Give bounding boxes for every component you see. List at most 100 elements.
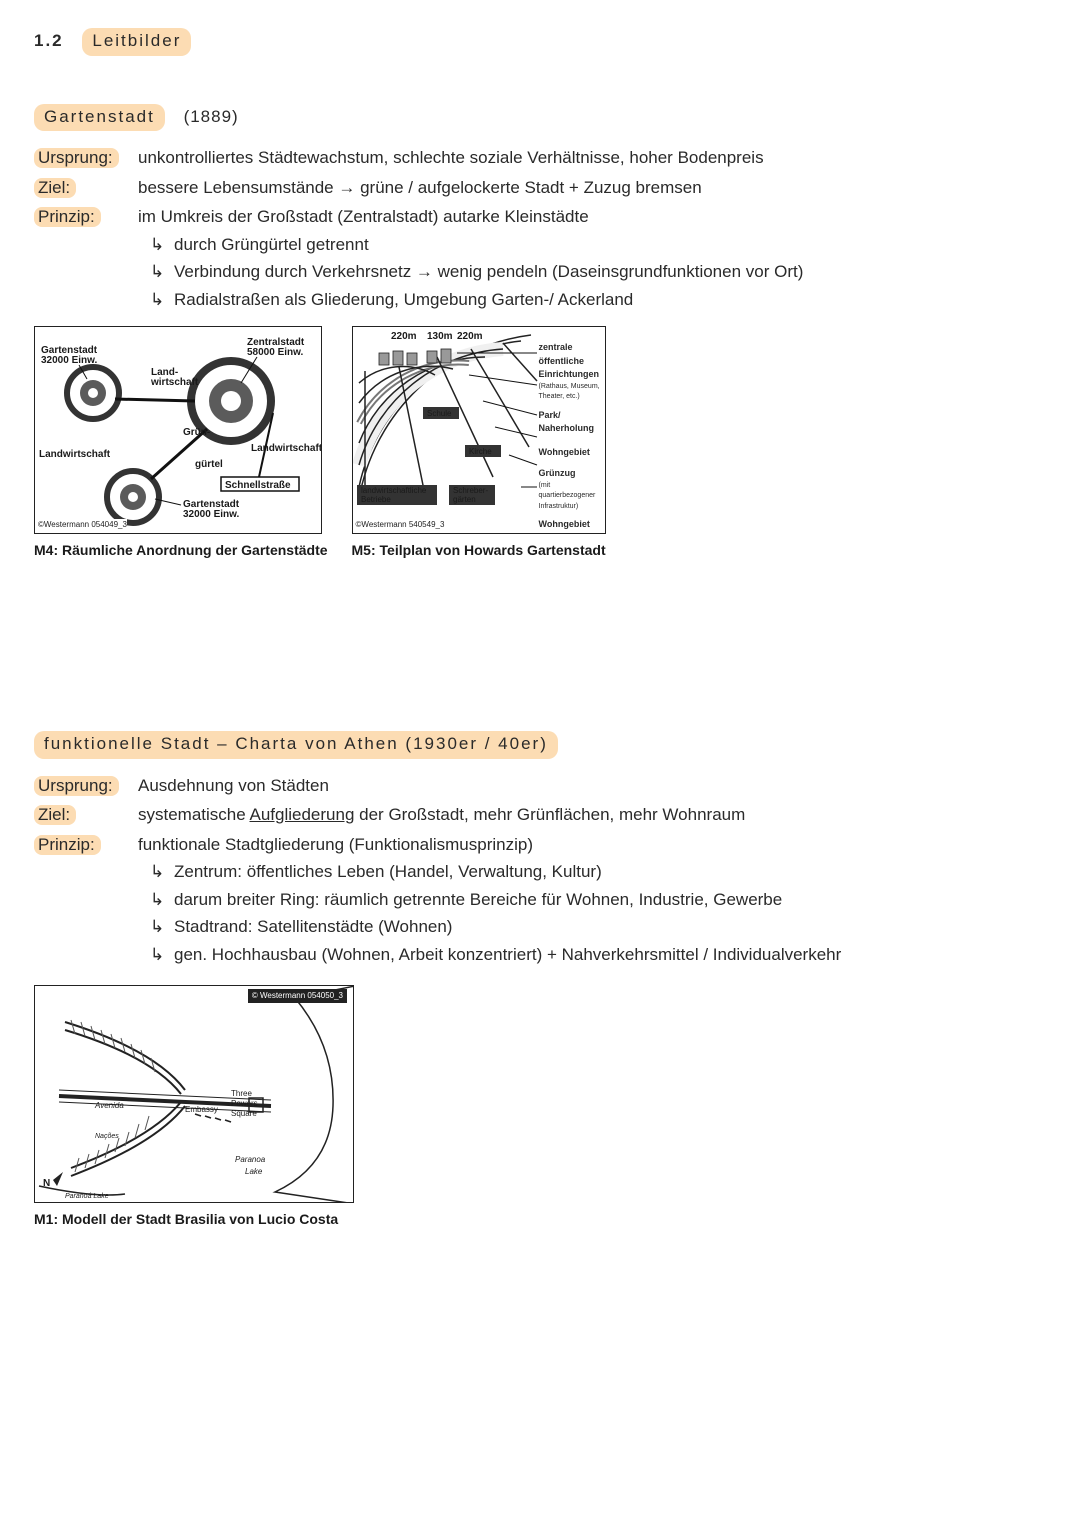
topic1-year: (1889) [184, 107, 239, 126]
m4-label: Landwirtschaft [39, 449, 111, 460]
section-title: Leitbilder [82, 28, 191, 56]
m1-label: Nações [95, 1133, 119, 1140]
legend-item: Grünzug [539, 467, 601, 481]
topic1-prinzip: im Umkreis der Großstadt (Zentralstadt) … [138, 204, 1046, 230]
topic1-bullet-text: Radialstraßen als Gliederung, Umgebung G… [174, 287, 1046, 313]
legend-item: Park/ [539, 409, 601, 423]
copyright-text: ©Westermann 540549_3 [356, 519, 445, 531]
topic1-bullet: ↳ Radialstraßen als Gliederung, Umgebung… [34, 287, 1046, 313]
topic2-heading: funktionelle Stadt – Charta von Athen (1… [34, 731, 558, 759]
m5-dim: 220m [457, 331, 483, 342]
m1-label: Lake [245, 1167, 263, 1176]
section-number: 1.2 [34, 31, 64, 50]
m1-label: Embassy [185, 1105, 218, 1114]
topic1-bullet-text: Verbindung durch Verkehrsnetz → wenig pe… [174, 259, 1046, 285]
arrow-icon: ↳ [150, 287, 174, 313]
figure-m4-box: Schnellstraße Zentralstadt 58000 Einw. G… [34, 326, 322, 534]
arrow-icon: ↳ [150, 859, 174, 885]
topic2-bullet: ↳ darum breiter Ring: räumlich getrennte… [34, 887, 1046, 913]
m5-label: Schreber- [453, 486, 488, 495]
figure-m1-box: © Westermann 054050_3 [34, 985, 354, 1203]
section-header: 1.2 Leitbilder [34, 28, 1046, 56]
arrow-icon: ↳ [150, 259, 174, 285]
m5-dim: 130m [427, 331, 453, 342]
topic2-bullet-text: gen. Hochhausbau (Wohnen, Arbeit konzent… [174, 942, 1046, 968]
topic1-bullet: ↳ Verbindung durch Verkehrsnetz → wenig … [34, 259, 1046, 285]
topic2-figure: © Westermann 054050_3 [34, 985, 1046, 1230]
m4-label: Landwirtschaft [251, 443, 322, 454]
figure-m1: © Westermann 054050_3 [34, 985, 1046, 1230]
legend-sub: (mit quartierbezogener Infrastruktur) [539, 481, 601, 513]
topic2-heading-row: funktionelle Stadt – Charta von Athen (1… [34, 731, 1046, 759]
m5-dim: 220m [391, 331, 417, 342]
m5-legend: zentrale öffentliche Einrichtungen (Rath… [539, 341, 601, 534]
topic2-bullet-text: Stadtrand: Satellitenstädte (Wohnen) [174, 914, 1046, 940]
label-ursprung: Ursprung: [34, 776, 119, 796]
m1-label: Avenida [94, 1101, 124, 1110]
m1-label: Square [231, 1109, 257, 1118]
figure-m5-box: 220m 130m 220m Schule Kirche landwirtsch… [352, 326, 606, 534]
legend-item: Wohngebiet [539, 446, 601, 460]
m4-label: Schnellstraße [225, 480, 291, 491]
m4-label: 32000 Einw. [41, 355, 98, 366]
m5-label: Kirche [469, 447, 492, 456]
m4-label: Grün- [183, 427, 210, 438]
topic2-bullet-text: darum breiter Ring: räumlich getrennte B… [174, 887, 1046, 913]
arrow-icon: ↳ [150, 232, 174, 258]
topic1-ursprung: unkontrolliertes Städtewachstum, schlech… [138, 145, 1046, 171]
topic2-ziel-row: Ziel: systematische Aufgliederung der Gr… [34, 802, 1046, 828]
m1-label: Three [231, 1089, 252, 1098]
topic2-ziel-underline: Aufgliederung [250, 805, 355, 824]
figure-m5-caption: M5: Teilplan von Howards Gartenstadt [352, 540, 606, 561]
legend-item: Wohngebiet [539, 518, 601, 532]
legend-sub: (Rathaus, Museum, Theater, etc.) [539, 382, 601, 403]
topic1-figures: Schnellstraße Zentralstadt 58000 Einw. G… [34, 326, 1046, 561]
m4-label: gürtel [195, 459, 223, 470]
m1-label: N [43, 1178, 50, 1189]
arrow-icon: ↳ [150, 914, 174, 940]
topic1-ziel-row: Ziel: bessere Lebensumstände → grüne / a… [34, 175, 1046, 201]
label-prinzip: Prinzip: [34, 207, 101, 227]
label-ziel: Ziel: [34, 805, 76, 825]
m5-label: landwirtschaftliche [361, 486, 427, 495]
m5-label: Schule [427, 409, 452, 418]
copyright-text: © Westermann 054050_3 [248, 989, 347, 1003]
topic1-ziel: bessere Lebensumstände → grüne / aufgelo… [138, 175, 1046, 201]
topic2-ursprung: Ausdehnung von Städten [138, 773, 1046, 799]
topic2-ziel: systematische Aufgliederung der Großstad… [138, 802, 1046, 828]
m4-svg: Schnellstraße Zentralstadt 58000 Einw. G… [35, 327, 322, 534]
topic1-heading-row: Gartenstadt (1889) [34, 104, 1046, 132]
m5-label: gärten [453, 495, 476, 504]
legend-item: zentrale öffentliche Einrichtungen [539, 341, 601, 382]
topic2-bullet-text: Zentrum: öffentliches Leben (Handel, Ver… [174, 859, 1046, 885]
topic2-bullet: ↳ Stadtrand: Satellitenstädte (Wohnen) [34, 914, 1046, 940]
topic2-prinzip: funktionale Stadtgliederung (Funktionali… [138, 832, 1046, 858]
m5-label: Betriebe [361, 495, 391, 504]
figure-m4-caption: M4: Räumliche Anordnung der Gartenstädte [34, 540, 328, 561]
copyright-text: ©Westermann 054049_3 [38, 519, 127, 531]
topic2-ziel-pre: systematische [138, 805, 250, 824]
topic1-heading: Gartenstadt [34, 104, 165, 132]
topic2-ziel-post: der Großstadt, mehr Grünflächen, mehr Wo… [354, 805, 745, 824]
arrow-icon: ↳ [150, 887, 174, 913]
m1-label: Paranoá Lake [65, 1193, 109, 1200]
m1-svg: N Avenida Embassy Three Powers Square Na… [35, 986, 354, 1203]
topic1-prinzip-row: Prinzip: im Umkreis der Großstadt (Zentr… [34, 204, 1046, 230]
topic1-bullet-text: durch Grüngürtel getrennt [174, 232, 1046, 258]
legend-item: Naherholung [539, 422, 601, 436]
arrow-icon: ↳ [150, 942, 174, 968]
topic2-ursprung-row: Ursprung: Ausdehnung von Städten [34, 773, 1046, 799]
figure-m4: Schnellstraße Zentralstadt 58000 Einw. G… [34, 326, 328, 561]
topic2-prinzip-row: Prinzip: funktionale Stadtgliederung (Fu… [34, 832, 1046, 858]
label-prinzip: Prinzip: [34, 835, 101, 855]
m1-label: Powers [231, 1099, 258, 1108]
label-ursprung: Ursprung: [34, 148, 119, 168]
m1-label: Paranoa [235, 1155, 266, 1164]
topic1-ursprung-row: Ursprung: unkontrolliertes Städtewachstu… [34, 145, 1046, 171]
topic2-bullet: ↳ Zentrum: öffentliches Leben (Handel, V… [34, 859, 1046, 885]
topic1-bullet: ↳ durch Grüngürtel getrennt [34, 232, 1046, 258]
topic2-bullet: ↳ gen. Hochhausbau (Wohnen, Arbeit konze… [34, 942, 1046, 968]
m4-label: wirtschaft [150, 377, 199, 388]
m4-label: 32000 Einw. [183, 509, 240, 520]
label-ziel: Ziel: [34, 178, 76, 198]
